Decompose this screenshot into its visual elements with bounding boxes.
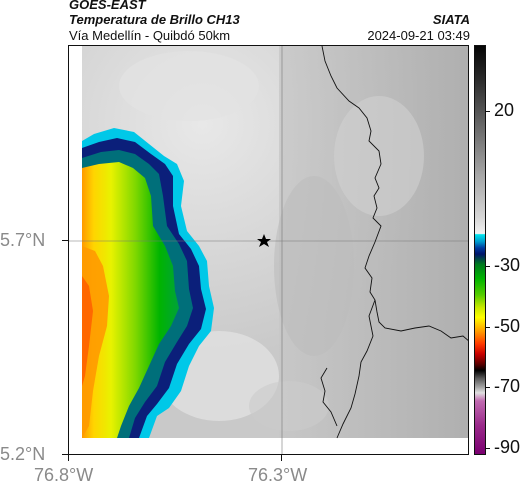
cold-cloud <box>82 128 214 438</box>
lon-tick <box>68 455 69 461</box>
star-icon <box>257 234 271 247</box>
timestamp-label: 2024-09-21 03:49 <box>367 28 470 43</box>
colorbar-label-20: 20 <box>494 100 515 120</box>
colorbar-tick <box>486 266 490 267</box>
colorbar <box>474 45 486 455</box>
lon-tick <box>281 455 282 461</box>
lat-label-5-7: 5.7°N <box>0 230 46 250</box>
department-boundary <box>321 46 468 341</box>
municipal-boundary <box>336 299 376 439</box>
lat-label-5-2: 5.2°N <box>0 444 46 464</box>
colorbar-tick <box>486 111 490 112</box>
satellite-title: GOES-EAST <box>69 0 146 12</box>
colorbar-label-minus70: -70 <box>494 376 521 396</box>
colorbar-label-minus90: -90 <box>494 437 521 457</box>
colorbar-label-minus30: -30 <box>494 255 521 275</box>
colorbar-tick <box>486 387 490 388</box>
lon-label-76-3: 76.3°W <box>248 465 308 485</box>
satellite-map <box>68 45 469 455</box>
route-label: Vía Medellín - Quibdó 50km <box>69 28 231 43</box>
lon-label-76-8: 76.8°W <box>34 465 94 485</box>
map-svg <box>69 46 468 454</box>
colorbar-tick <box>486 327 490 328</box>
colorbar-tick <box>486 448 490 449</box>
lat-tick <box>62 454 68 455</box>
colorbar-label-minus50: -50 <box>494 316 521 336</box>
product-title: Temperatura de Brillo CH13 <box>69 12 240 27</box>
lat-tick <box>62 240 68 241</box>
source-label: SIATA <box>432 12 470 27</box>
